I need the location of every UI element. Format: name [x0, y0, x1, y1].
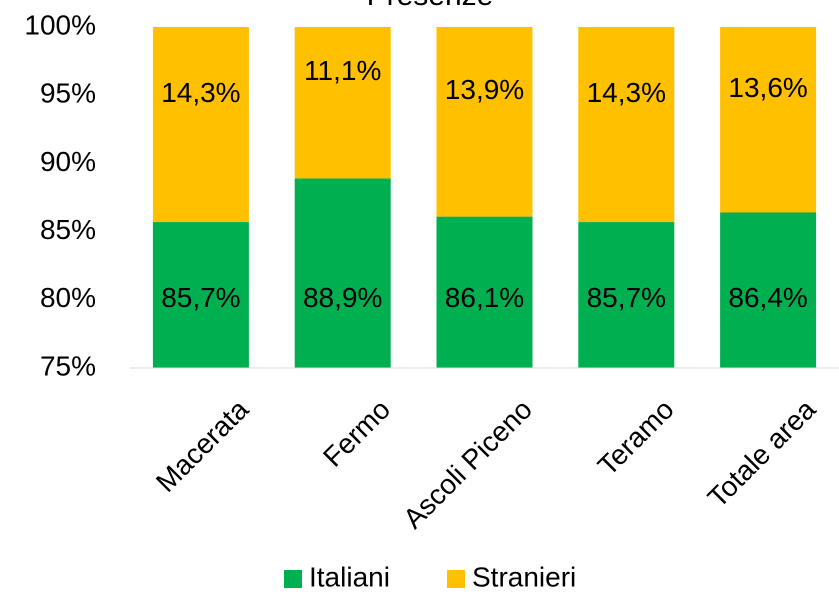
bar-stranieri-2 — [436, 27, 533, 217]
bar-stranieri-1 — [294, 27, 391, 179]
data-label: 88,9% — [303, 282, 382, 313]
y-tick-label: 80% — [40, 282, 96, 313]
data-label: 14,3% — [161, 77, 240, 108]
y-tick-label: 75% — [40, 350, 96, 381]
data-label: 13,6% — [728, 72, 807, 103]
data-label: 85,7% — [161, 282, 240, 313]
data-label: 11,1% — [304, 55, 381, 86]
legend-swatch-italiani — [284, 570, 302, 588]
bar-stranieri-4 — [720, 27, 817, 213]
bar-italiani-0 — [152, 222, 249, 368]
y-tick-label: 90% — [40, 146, 96, 177]
x-tick-label: Macerata — [150, 393, 255, 498]
legend-label-stranieri: Stranieri — [472, 561, 576, 592]
y-tick-label: 100% — [24, 9, 96, 40]
y-tick-label: 95% — [40, 78, 96, 109]
data-label: 86,4% — [728, 282, 807, 313]
legend-label-italiani: Italiani — [309, 561, 390, 592]
data-label: 86,1% — [445, 282, 524, 313]
chart-title: Presenze — [367, 0, 494, 12]
bar-italiani-1 — [294, 178, 391, 368]
bar-italiani-4 — [720, 212, 817, 368]
x-tick-label: Totale area — [702, 393, 822, 513]
data-label: 85,7% — [587, 282, 666, 313]
bar-italiani-2 — [436, 216, 533, 368]
x-tick-label: Ascoli Piceno — [397, 394, 538, 535]
bar-stranieri-3 — [578, 27, 675, 223]
bar-stranieri-0 — [152, 27, 249, 223]
data-label: 13,9% — [445, 74, 524, 105]
data-label: 14,3% — [587, 77, 666, 108]
x-tick-label: Teramo — [592, 394, 680, 482]
legend-swatch-stranieri — [447, 570, 465, 588]
x-tick-label: Fermo — [317, 394, 396, 473]
bar-italiani-3 — [578, 222, 675, 368]
y-tick-label: 85% — [40, 214, 96, 245]
